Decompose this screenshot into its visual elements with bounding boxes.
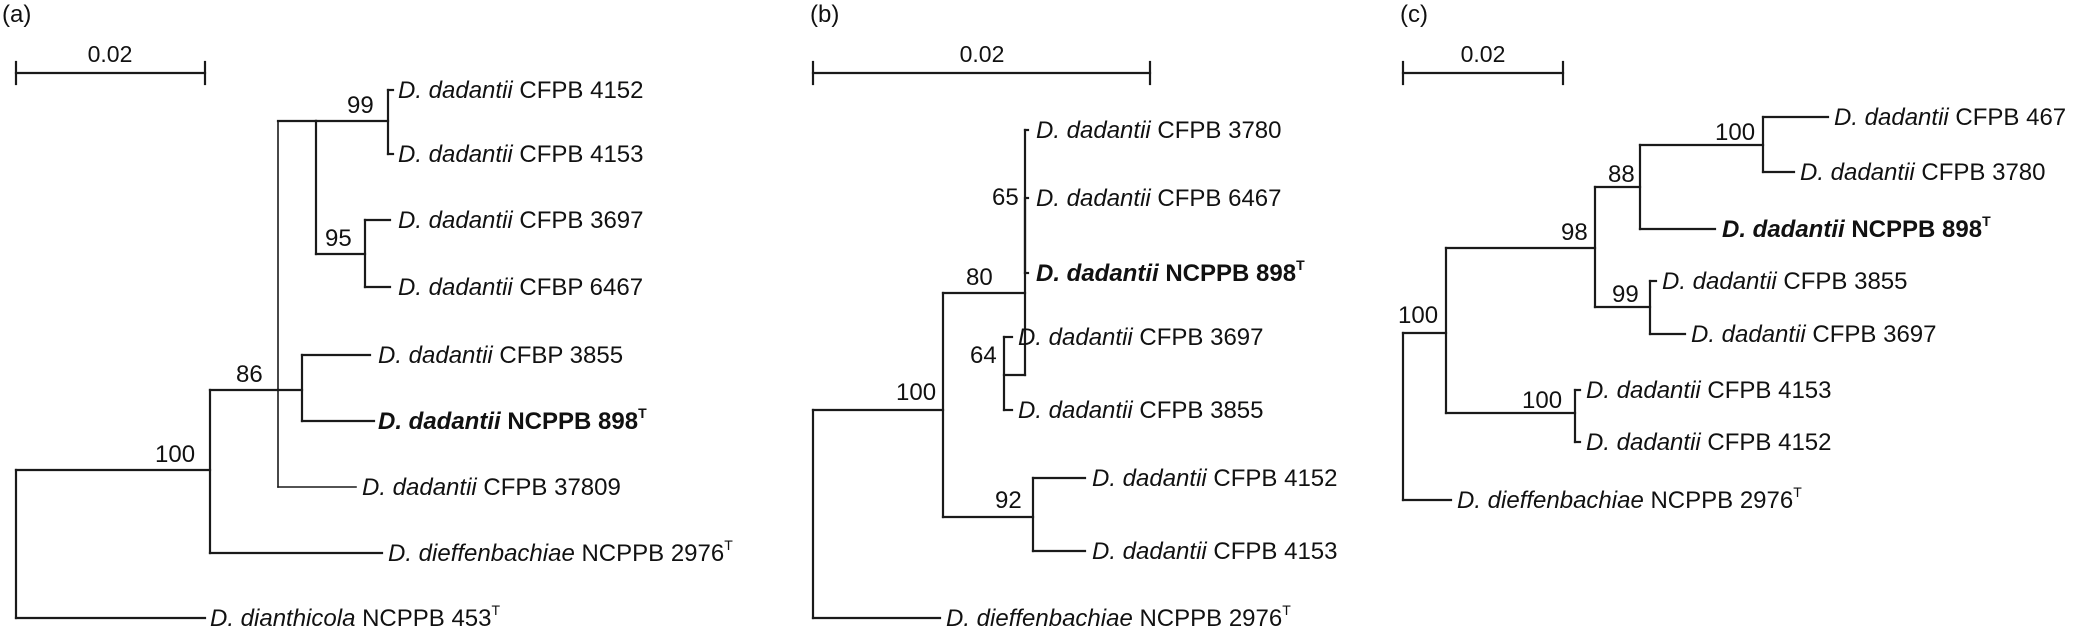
bootstrap-value: 100: [1398, 302, 1438, 329]
bootstrap-value: 100: [1522, 387, 1562, 414]
panel-c-leaf-labels: D. dadantii CFPB 467 D. dadantii CFPB 37…: [1457, 104, 2066, 514]
panel-b-scale-bar: 0.02: [811, 41, 1152, 86]
leaf-label: D. dadantii CFPB 3780: [1800, 159, 2046, 186]
leaf-label-type-strain: D. dadantii NCPPB 898T: [1722, 213, 1991, 243]
leaf-label: D. dadantii CFPB 3697: [1691, 321, 1937, 348]
panel-c-branches: [1401, 115, 1830, 502]
leaf-label: D. dadantii CFPB 3697: [1018, 324, 1264, 351]
leaf-label: D. dadantii CFBP 6467: [398, 274, 643, 301]
bootstrap-value: 80: [966, 264, 993, 291]
panel-a-leaf-labels: D. dadantii CFPB 4152 D. dadantii CFPB 4…: [210, 77, 733, 632]
leaf-label: D. dadantii CFBP 3855: [378, 342, 623, 369]
bootstrap-value: 88: [1608, 161, 1635, 188]
panel-b-label: (b): [810, 1, 839, 28]
bootstrap-value: 64: [970, 342, 997, 369]
panel-b-scale-label: 0.02: [960, 41, 1005, 67]
panel-c: (c) 0.02: [1398, 1, 2066, 514]
panel-a-branches: [14, 88, 395, 620]
leaf-label-type-strain: D. dadantii NCPPB 898T: [378, 405, 647, 435]
leaf-label: D. dianthicola NCPPB 453T: [210, 602, 501, 632]
panel-a-scale-label: 0.02: [88, 41, 133, 67]
panel-a-scale-bar: 0.02: [14, 41, 207, 86]
bootstrap-value: 92: [995, 487, 1022, 514]
leaf-label: D. dadantii CFPB 37809: [362, 474, 621, 501]
leaf-label: D. dadantii CFPB 4153: [1092, 538, 1338, 565]
panel-c-scale-bar: 0.02: [1401, 41, 1565, 86]
bootstrap-value: 99: [1612, 281, 1639, 308]
leaf-label-type-strain: D. dadantii NCPPB 898T: [1036, 257, 1305, 287]
leaf-label: D. dadantii CFPB 3855: [1018, 397, 1264, 424]
panel-c-label: (c): [1400, 1, 1428, 28]
leaf-label: D. dadantii CFPB 4153: [1586, 377, 1832, 404]
bootstrap-value: 100: [896, 379, 936, 406]
panel-b-bootstrap-values: 65 80 64 100 92: [896, 184, 1022, 514]
leaf-label: D. dieffenbachiae NCPPB 2976T: [388, 537, 733, 567]
bootstrap-value: 95: [325, 225, 352, 252]
bootstrap-value: 86: [236, 361, 263, 388]
leaf-label: D. dadantii CFPB 3697: [398, 207, 644, 234]
leaf-label: D. dadantii CFPB 4152: [1586, 429, 1832, 456]
bootstrap-value: 99: [347, 92, 374, 119]
leaf-label: D. dadantii CFPB 4152: [398, 77, 644, 104]
panel-b-branches: [811, 128, 1087, 620]
panel-a-label: (a): [2, 1, 31, 28]
leaf-label: D. dieffenbachiae NCPPB 2976T: [1457, 484, 1802, 514]
bootstrap-value: 65: [992, 184, 1019, 211]
bootstrap-value: 98: [1561, 219, 1588, 246]
panel-a: (a) 0.02: [2, 1, 733, 632]
leaf-label: D. dadantii CFPB 3855: [1662, 268, 1908, 295]
leaf-label: D. dadantii CFPB 3780: [1036, 117, 1282, 144]
bootstrap-value: 100: [1715, 119, 1755, 146]
panel-c-bootstrap-values: 100 88 98 99 100 100: [1398, 119, 1755, 414]
leaf-label: D. dadantii CFPB 467: [1834, 104, 2066, 131]
panel-c-scale-label: 0.02: [1461, 41, 1506, 67]
panel-b-leaf-labels: D. dadantii CFPB 3780 D. dadantii CFPB 6…: [946, 117, 1338, 632]
panel-a-bootstrap-values: 99 95 86 100: [155, 92, 374, 468]
leaf-label: D. dadantii CFPB 4152: [1092, 465, 1338, 492]
leaf-label: D. dadantii CFPB 4153: [398, 141, 644, 168]
panel-b: (b) 0.02: [810, 1, 1338, 632]
bootstrap-value: 100: [155, 441, 195, 468]
leaf-label: D. dadantii CFPB 6467: [1036, 185, 1282, 212]
leaf-label: D. dieffenbachiae NCPPB 2976T: [946, 602, 1291, 632]
